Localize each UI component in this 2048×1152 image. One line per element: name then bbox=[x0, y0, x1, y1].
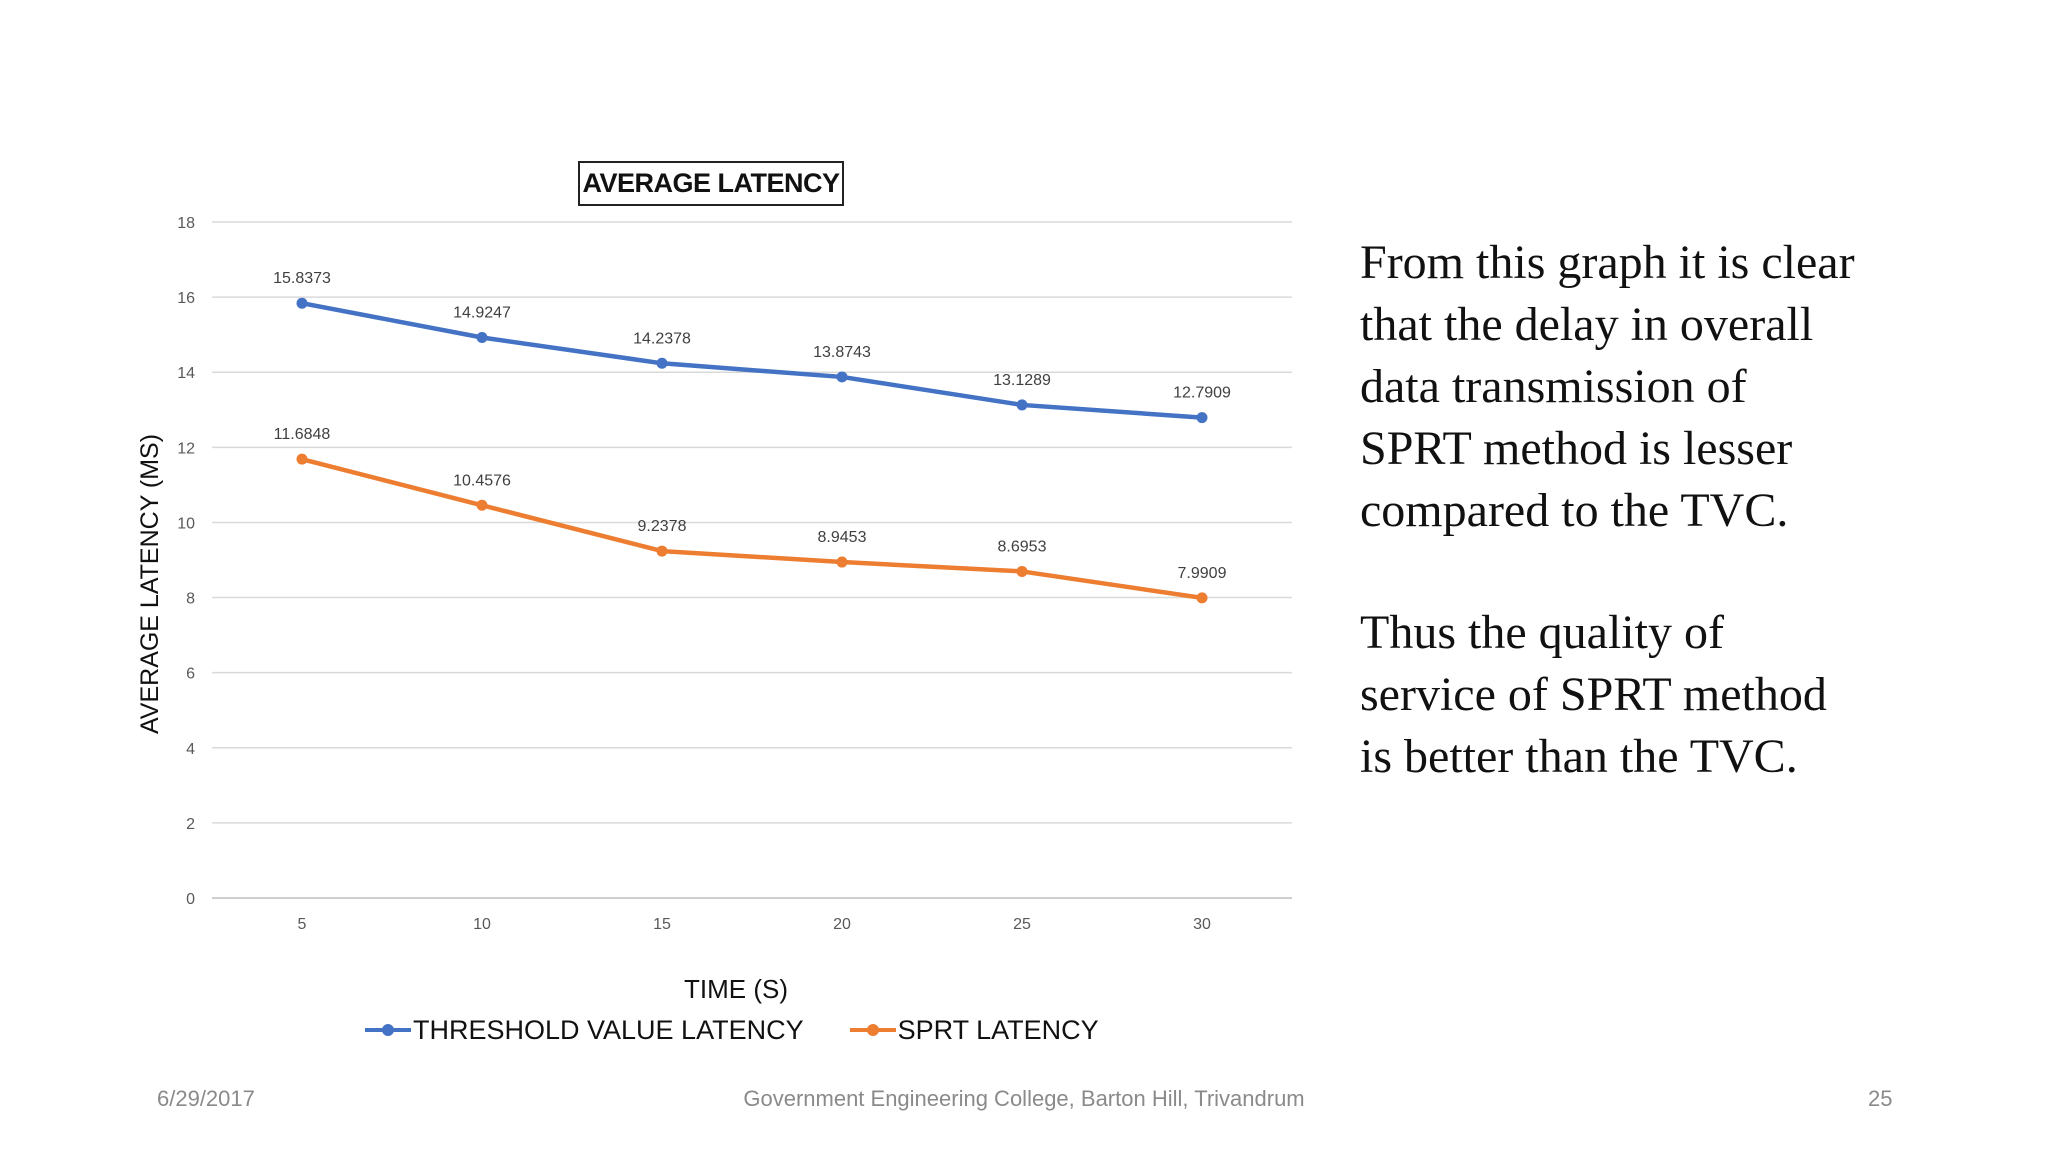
data-label-0-0: 15.8373 bbox=[273, 270, 331, 287]
y-tick-4: 4 bbox=[186, 741, 195, 758]
slide-number: 25 bbox=[1868, 1086, 1893, 1111]
data-label-1-0: 11.6848 bbox=[274, 426, 331, 443]
legend-swatch-sprt bbox=[849, 1024, 896, 1036]
y-tick-labels: 0 2 4 6 8 10 12 14 16 18 bbox=[177, 215, 195, 908]
data-point-1-5 bbox=[1196, 592, 1208, 604]
y-tick-18: 18 bbox=[177, 215, 195, 232]
x-tick-20: 20 bbox=[833, 916, 851, 933]
y-tick-14: 14 bbox=[177, 365, 195, 382]
data-label-1-3: 8.9453 bbox=[818, 529, 867, 546]
x-tick-30: 30 bbox=[1193, 916, 1211, 933]
x-tick-5: 5 bbox=[298, 916, 307, 933]
legend-label-sprt: SPRT LATENCY bbox=[897, 1014, 1099, 1045]
data-label-0-5: 12.7909 bbox=[1173, 385, 1231, 402]
data-point-1-1 bbox=[476, 499, 488, 511]
y-tick-16: 16 bbox=[177, 290, 195, 307]
series-line-1 bbox=[299, 456, 1205, 601]
y-axis-label: AVERAGE LATENCY (MS) bbox=[136, 433, 164, 735]
conclusion-paragraph-2: Thus the quality of service of SPRT meth… bbox=[1360, 606, 1827, 783]
chart-gridlines bbox=[212, 221, 1292, 899]
data-point-1-4 bbox=[1016, 565, 1028, 577]
data-point-0-1 bbox=[476, 331, 488, 343]
y-tick-10: 10 bbox=[177, 515, 195, 532]
data-point-1-3 bbox=[836, 556, 848, 568]
x-tick-10: 10 bbox=[473, 916, 491, 933]
y-tick-12: 12 bbox=[177, 440, 195, 457]
x-tick-25: 25 bbox=[1013, 916, 1031, 933]
data-label-0-1: 14.9247 bbox=[453, 304, 511, 321]
legend-item-sprt: SPRT LATENCY bbox=[849, 1014, 1099, 1046]
legend-swatch-threshold bbox=[365, 1024, 411, 1036]
data-point-1-0 bbox=[296, 453, 308, 465]
data-point-0-2 bbox=[656, 357, 668, 369]
data-label-0-2: 14.2378 bbox=[633, 330, 691, 347]
y-tick-2: 2 bbox=[186, 816, 195, 833]
legend-item-threshold: THRESHOLD VALUE LATENCY bbox=[365, 1015, 804, 1046]
data-point-0-4 bbox=[1016, 399, 1028, 411]
y-tick-0: 0 bbox=[186, 891, 195, 908]
x-axis-label: TIME (S) bbox=[684, 974, 788, 1004]
data-label-1-4: 8.6953 bbox=[998, 538, 1047, 555]
footer-date: 6/29/2017 bbox=[157, 1086, 255, 1111]
data-point-1-2 bbox=[656, 545, 668, 557]
data-point-0-3 bbox=[836, 371, 848, 383]
data-label-0-3: 13.8743 bbox=[813, 344, 871, 361]
data-point-0-0 bbox=[296, 297, 308, 309]
data-label-1-1: 10.4576 bbox=[453, 472, 511, 489]
chart-series: 15.8373 14.9247 14.2378 13.8743 13.1289 12.79… bbox=[273, 270, 1231, 604]
series-line-0 bbox=[299, 300, 1205, 420]
data-label-0-4: 13.1289 bbox=[993, 372, 1051, 389]
conclusion-paragraph-1: From this graph it is clear that the del… bbox=[1360, 236, 1855, 537]
series-1: 11.6848 10.4576 9.2378 8.9453 8.6953 7.9909 bbox=[274, 426, 1227, 604]
data-label-1-2: 9.2378 bbox=[638, 518, 687, 535]
x-tick-labels: 5 10 15 20 25 30 bbox=[298, 916, 1211, 933]
x-tick-15: 15 bbox=[653, 916, 671, 933]
chart-title: AVERAGE LATENCY bbox=[578, 161, 844, 206]
series-0: 15.8373 14.9247 14.2378 13.8743 13.1289 12.79… bbox=[273, 270, 1231, 424]
data-label-1-5: 7.9909 bbox=[1178, 565, 1227, 582]
y-tick-6: 6 bbox=[186, 666, 195, 683]
footer-institution: Government Engineering College, Barton H… bbox=[743, 1086, 1305, 1111]
y-tick-8: 8 bbox=[186, 591, 195, 608]
chart-legend: THRESHOLD VALUE LATENCY SPRT LATENCY bbox=[365, 1012, 1145, 1048]
legend-label-threshold: THRESHOLD VALUE LATENCY bbox=[413, 1014, 804, 1045]
slide-body-text: From this graph it is clear that the del… bbox=[1360, 232, 2020, 848]
data-point-0-5 bbox=[1196, 412, 1208, 424]
